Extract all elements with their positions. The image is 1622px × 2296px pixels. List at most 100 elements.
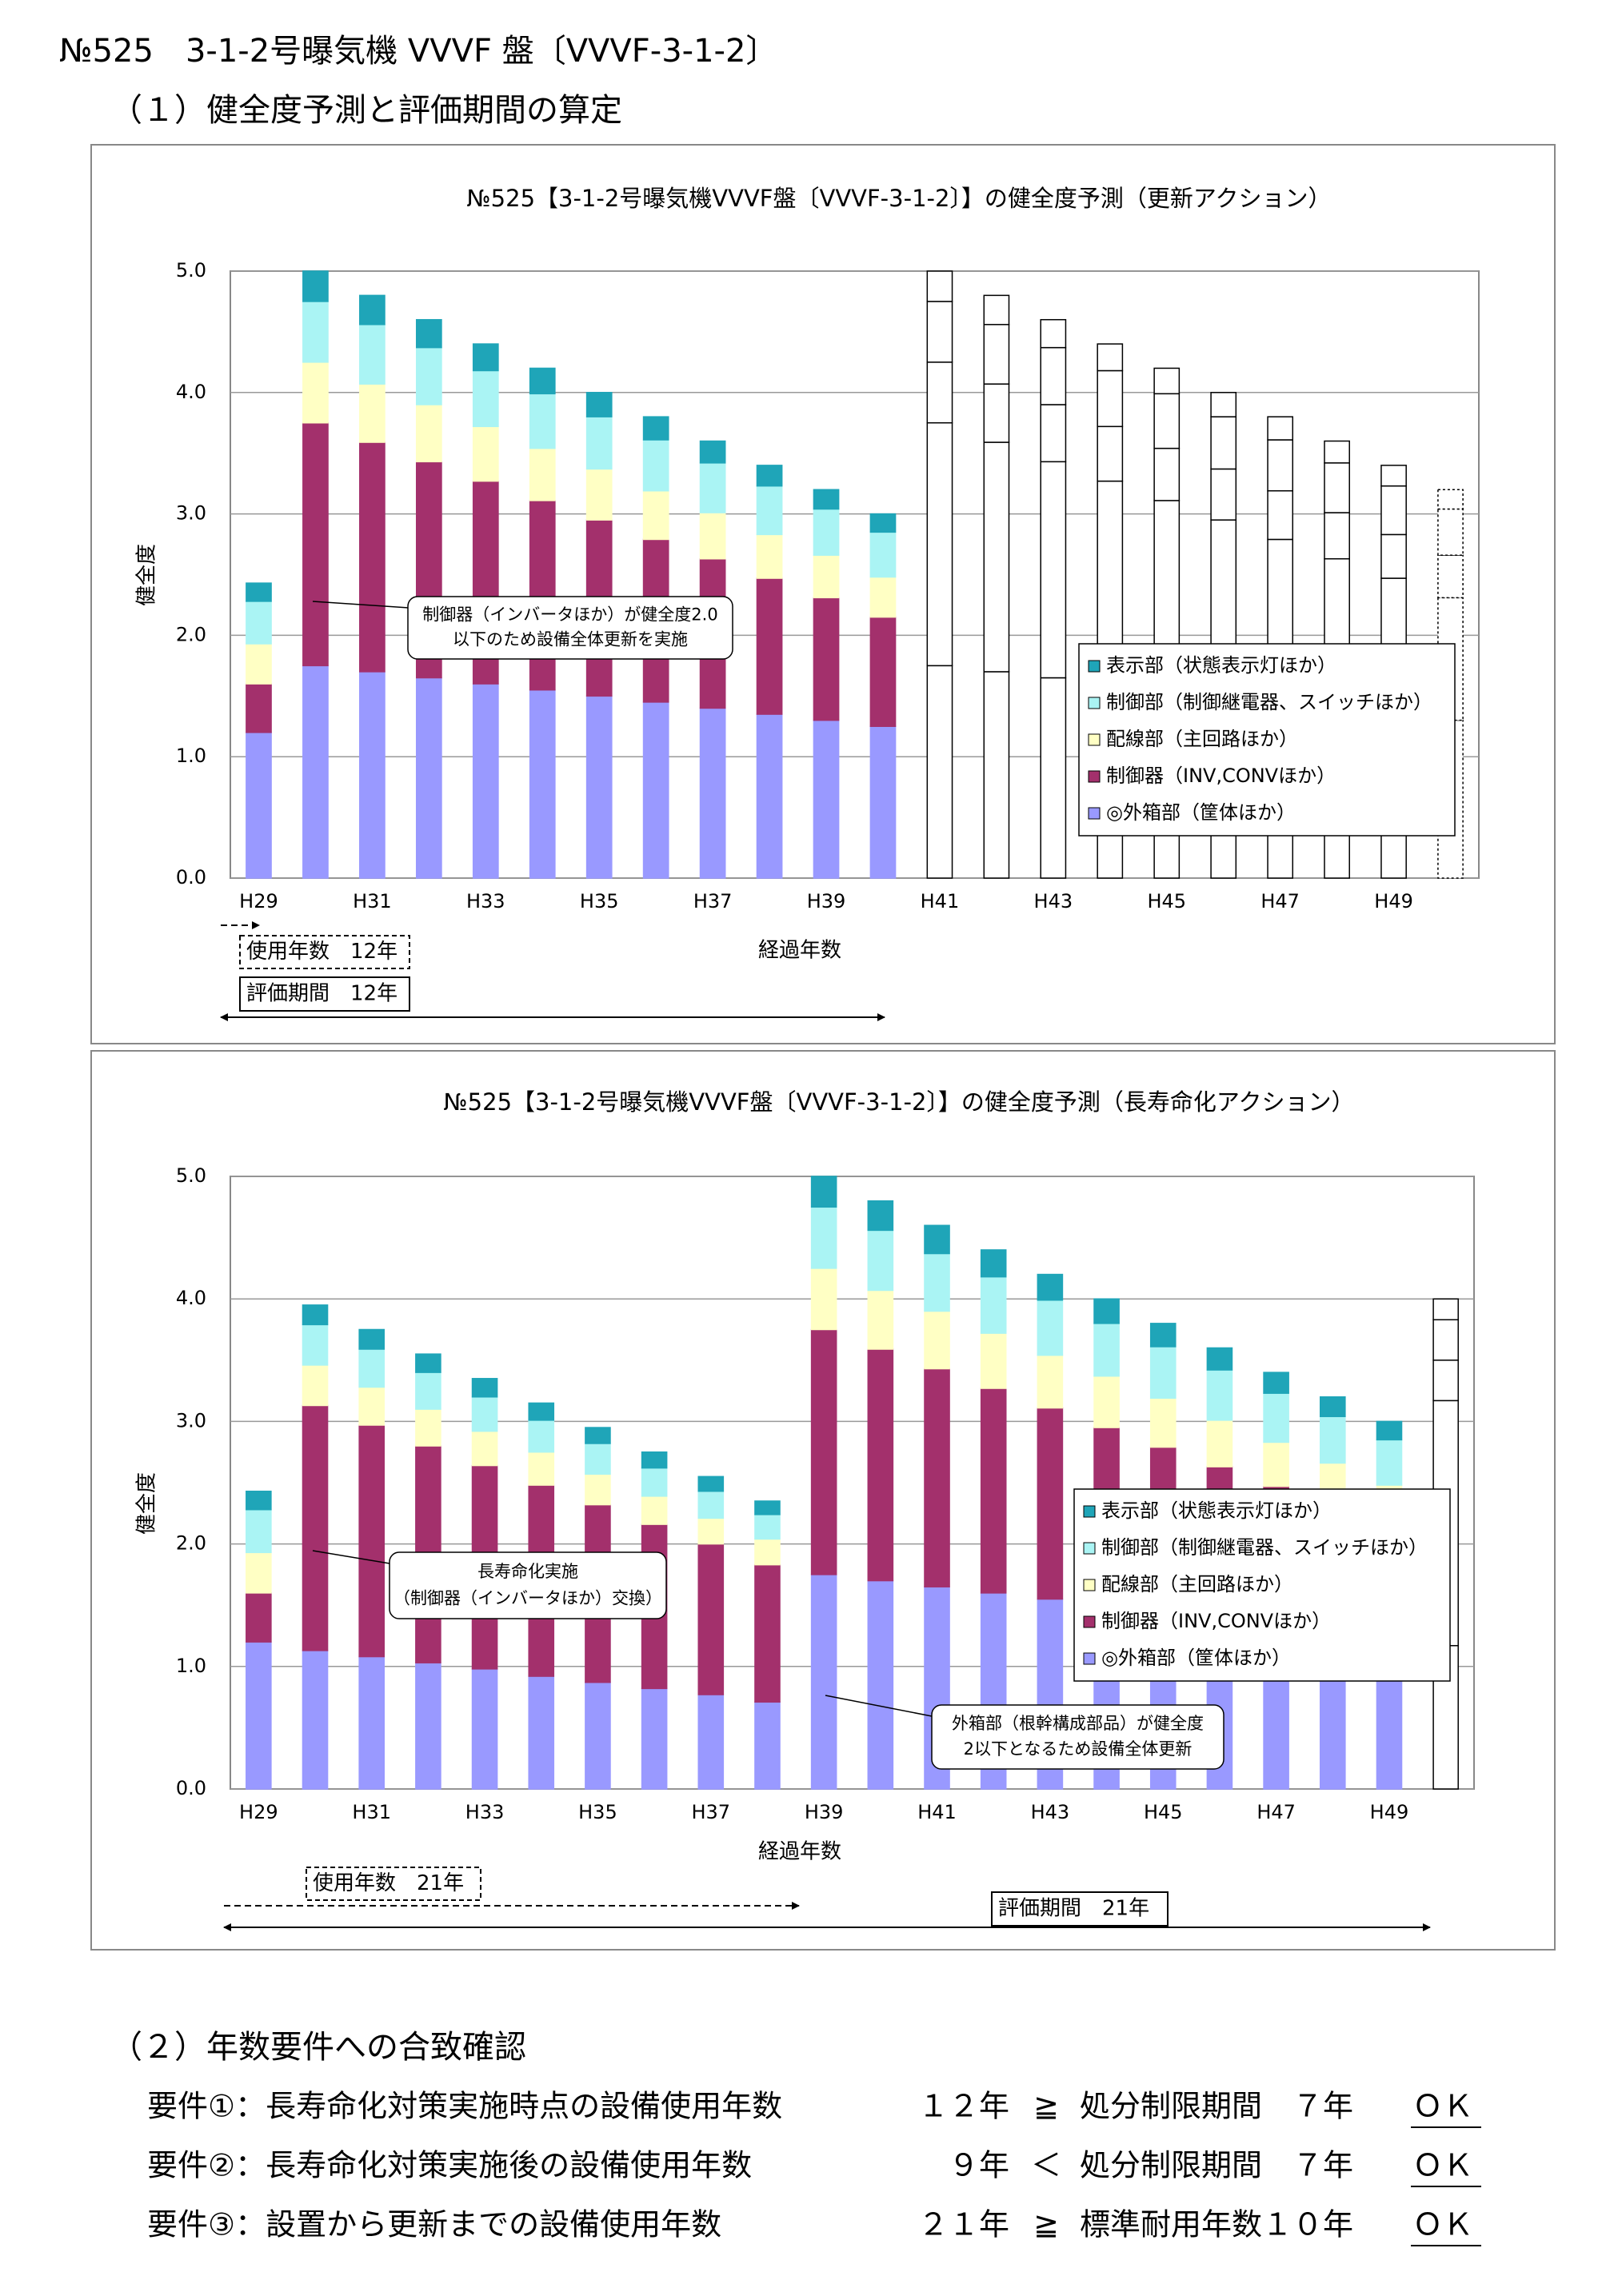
legend-swatch	[1083, 1542, 1096, 1555]
bar-segment	[529, 393, 556, 449]
y-tick-label: 2.0	[176, 623, 206, 645]
bar-segment	[926, 361, 953, 424]
annotation: 制御器（インバータほか）が健全度2.0	[422, 605, 717, 625]
x-tick-label: H29	[239, 1801, 278, 1823]
bar-segment	[471, 1396, 498, 1432]
period-box	[239, 935, 410, 969]
bar-segment	[1432, 1298, 1459, 1320]
legend-label: ◎外箱部（筐体ほか）	[1106, 801, 1296, 824]
bar-segment	[302, 301, 329, 363]
requirement-years: １２年	[918, 2089, 1009, 2124]
bar-segment	[697, 1475, 725, 1492]
bar-segment	[1037, 1273, 1064, 1301]
legend-swatch	[1083, 1579, 1096, 1591]
annotation: （制御器（インバータほか）交換）	[394, 1588, 662, 1607]
bar-segment	[1206, 1347, 1233, 1371]
bar-segment	[980, 1276, 1007, 1334]
bar-segment	[1432, 1319, 1459, 1361]
x-tick-label: H49	[1374, 890, 1413, 912]
legend-swatch	[1083, 1652, 1096, 1665]
x-axis-label: 経過年数	[758, 1840, 841, 1864]
bar-segment	[246, 643, 272, 685]
bar-segment	[1097, 343, 1124, 372]
bar-segment	[754, 1701, 781, 1790]
bar-segment	[1263, 1372, 1289, 1394]
bar-segment	[924, 1368, 950, 1587]
bar-segment	[1093, 1323, 1120, 1377]
bar-segment	[302, 422, 329, 667]
legend-swatch	[1088, 660, 1101, 673]
bar-segment	[1324, 512, 1350, 560]
bar-segment	[359, 671, 386, 879]
requirement-item: 要件①：長寿命化対策実施時点の設備使用年数	[147, 2089, 782, 2124]
requirement-years: ２１年	[918, 2207, 1009, 2242]
bar-segment	[813, 489, 840, 510]
x-tick-label: H41	[917, 1801, 957, 1823]
x-tick-label: H33	[465, 1801, 505, 1823]
bar-segment	[926, 270, 953, 302]
bar-segment	[1263, 1392, 1289, 1443]
bar-segment	[810, 1574, 837, 1790]
bar-segment	[754, 1500, 781, 1515]
usage-label: 使用年数 21年	[313, 1871, 464, 1895]
bar-segment	[1380, 485, 1407, 536]
bar-segment	[246, 601, 272, 645]
bar-segment	[869, 725, 897, 879]
callout-line	[312, 601, 409, 609]
bar-segment	[1093, 1375, 1120, 1428]
bar-segment	[810, 1268, 837, 1331]
bar-segment	[1149, 1346, 1177, 1400]
bar-segment	[1210, 416, 1237, 470]
usage-label: 使用年数 12年	[246, 940, 398, 964]
bar-segment	[756, 465, 783, 487]
bar-segment	[983, 294, 1010, 325]
bar-segment	[358, 1386, 386, 1426]
x-tick-label: H31	[352, 1801, 391, 1823]
bar-segment	[867, 1229, 894, 1292]
bar-segment	[472, 683, 499, 879]
bar-segment	[697, 1694, 725, 1790]
bar-segment	[1206, 1369, 1233, 1421]
callout-line	[312, 1550, 390, 1564]
bar-segment	[813, 597, 840, 721]
bar-segment	[1437, 489, 1464, 510]
bar-segment	[359, 324, 386, 385]
bar-segment	[359, 294, 386, 325]
bar-segment	[528, 1420, 555, 1453]
x-tick-label: H45	[1144, 1801, 1183, 1823]
x-tick-label: H47	[1256, 1801, 1296, 1823]
bar-segment	[1097, 425, 1124, 482]
x-tick-label: H41	[921, 890, 960, 912]
annotation-box	[931, 1704, 1224, 1770]
bar-segment	[585, 1681, 611, 1790]
legend-label: 制御器（INV,CONVほか）	[1106, 765, 1336, 787]
bar-segment	[1093, 1298, 1120, 1324]
bar-segment	[1206, 1420, 1233, 1467]
bar-segment	[699, 707, 726, 879]
bar-segment	[642, 416, 669, 441]
legend-label: 配線部（主回路ほか）	[1106, 728, 1298, 750]
x-tick-label: H37	[693, 890, 733, 912]
bar-segment	[472, 369, 499, 428]
bar-segment	[529, 367, 556, 395]
bar-segment	[980, 1332, 1007, 1389]
annotation: 長寿命化実施	[477, 1562, 578, 1581]
bar-segment	[754, 1538, 781, 1566]
period-box	[306, 1867, 481, 1901]
x-tick-label: H43	[1031, 1801, 1070, 1823]
requirement-item: 要件②：長寿命化対策実施後の設備使用年数	[147, 2148, 752, 2183]
bar-segment	[813, 554, 840, 599]
bar-segment	[246, 1490, 272, 1511]
bar-segment	[1376, 1439, 1403, 1486]
y-tick-label: 1.0	[176, 1655, 206, 1677]
bar-segment	[1437, 554, 1464, 599]
bar-segment	[472, 343, 499, 372]
bar-segment	[246, 732, 272, 879]
bar-segment	[867, 1200, 894, 1232]
bar-segment	[754, 1563, 781, 1703]
bar-segment	[1040, 677, 1067, 879]
bar-segment	[867, 1579, 894, 1790]
page-title: №525 3-1-2号曝気機 VVVF 盤〔VVVF-3-1-2〕	[59, 33, 777, 70]
bar-segment	[924, 1252, 950, 1312]
